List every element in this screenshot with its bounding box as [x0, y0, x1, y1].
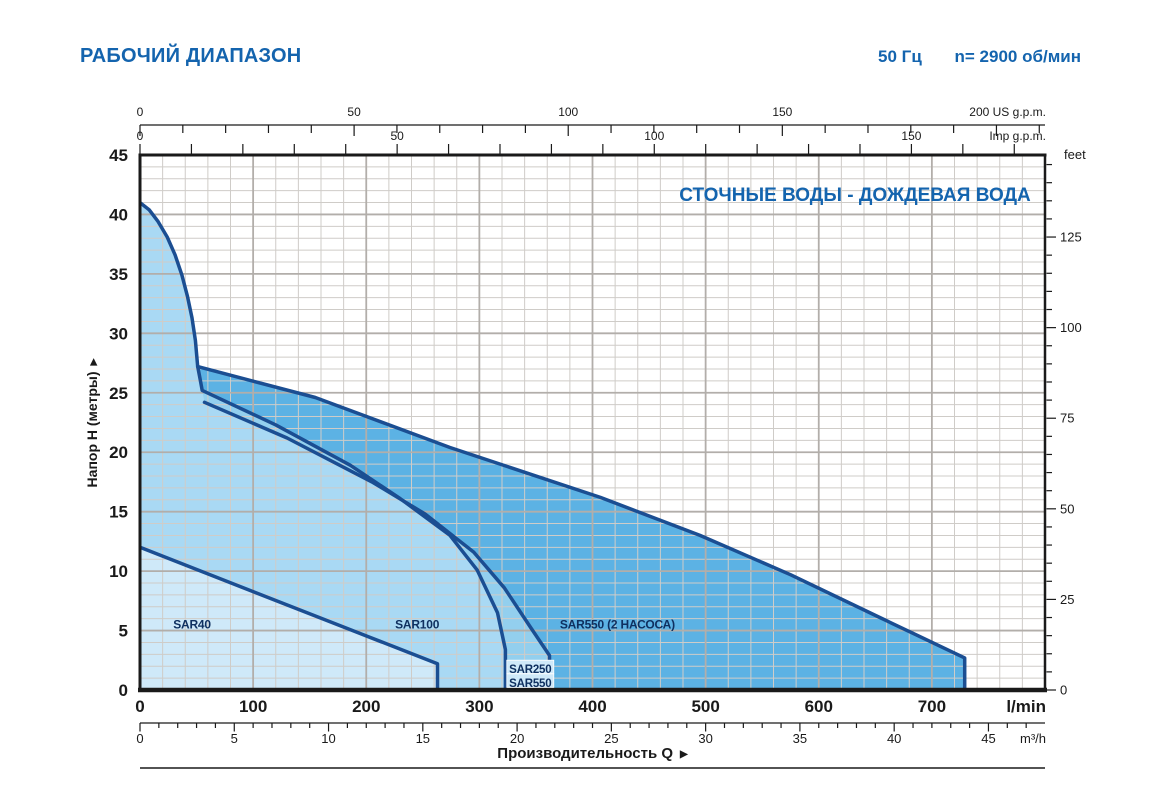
m3h-tick-label: 0 — [136, 731, 143, 746]
region-label-sar40: SAR40 — [173, 618, 211, 632]
m3h-tick-label: 40 — [887, 731, 901, 746]
chart-title: СТОЧНЫЕ ВОДЫ - ДОЖДЕВАЯ ВОДА — [679, 185, 1031, 206]
imp-tick-label: 150 — [901, 129, 921, 143]
region-label-sar550-two-pumps: SAR550 (2 НАСОСА) — [560, 618, 675, 632]
region-fill-sar550-two-pumps — [197, 366, 965, 690]
metres-tick-label: 25 — [109, 384, 128, 403]
lmin-tick-label: 200 — [352, 697, 380, 716]
feet-axis-unit: feet — [1064, 147, 1086, 162]
metres-tick-label: 10 — [109, 562, 128, 581]
curve-sar250-sar550-curve — [202, 400, 552, 691]
lmin-tick-label: 300 — [465, 697, 493, 716]
imp-axis-unit: Imp g.p.m. — [989, 129, 1046, 143]
axis-top-imp-gpm: 0 50 100 150 Imp g.p.m. — [137, 129, 1046, 154]
metres-tick-label: 40 — [109, 205, 128, 224]
lmin-tick-label: 500 — [691, 697, 719, 716]
metres-tick-label: 15 — [109, 503, 128, 522]
region-fill-sar100 — [140, 202, 506, 690]
us-tick-label: 50 — [347, 105, 361, 119]
feet-tick-label: 50 — [1060, 501, 1074, 516]
m3h-tick-label: 45 — [981, 731, 995, 746]
us-tick-label: 150 — [772, 105, 792, 119]
imp-tick-label: 0 — [137, 129, 144, 143]
m3h-tick-label: 25 — [604, 731, 618, 746]
m3h-tick-label: 30 — [698, 731, 712, 746]
lmin-axis-unit: l/min — [1006, 697, 1046, 716]
m3h-tick-label: 15 — [416, 731, 430, 746]
metres-tick-label: 20 — [109, 443, 128, 462]
feet-tick-label: 0 — [1060, 683, 1067, 698]
metres-tick-label: 45 — [109, 146, 128, 165]
axis-bottom-m3h: 0 5 10 15 20 25 30 35 40 45 m³/h — [136, 722, 1046, 746]
m3h-tick-label: 20 — [510, 731, 524, 746]
plot-area — [139, 155, 1045, 691]
curve-two-pump-boundary — [195, 364, 967, 691]
region-label-box — [506, 673, 555, 688]
y-axis-title: Напор H (метры)▶ — [84, 357, 100, 487]
m3h-tick-label: 10 — [321, 731, 335, 746]
curve-envelope-sar100-curve — [139, 200, 508, 691]
axis-left-metres: 45 40 35 30 25 20 15 10 5 0 Напор H (метры)▶ — [84, 146, 128, 700]
lmin-tick-label: 700 — [918, 697, 946, 716]
axis-right-feet: 125 100 75 50 25 0 feet — [1046, 147, 1086, 698]
region-labels: SAR100 SAR550 (2 НАСОСА) SAR250 SAR550 SAR40 — [173, 618, 675, 690]
imp-tick-label: 100 — [644, 129, 664, 143]
feet-tick-label: 125 — [1060, 230, 1082, 245]
region-label-sar100: SAR100 — [395, 618, 440, 632]
grid — [140, 155, 1045, 690]
imp-tick-label: 50 — [390, 129, 404, 143]
us-tick-label: 100 — [558, 105, 578, 119]
metres-tick-label: 5 — [119, 622, 128, 641]
motor-specs: 50 Гц n= 2900 об/мин — [878, 47, 1081, 67]
m3h-tick-label: 35 — [793, 731, 807, 746]
feet-tick-label: 100 — [1060, 320, 1082, 335]
lmin-tick-label: 100 — [239, 697, 267, 716]
frequency-value: 50 Гц — [878, 47, 922, 66]
region-label-boxed: SAR250 — [509, 664, 551, 676]
us-tick-label: 0 — [137, 105, 144, 119]
feet-tick-label: 25 — [1060, 592, 1074, 607]
metres-tick-label: 30 — [109, 324, 128, 343]
metres-tick-label: 35 — [109, 265, 128, 284]
region-label-boxed: SAR550 — [509, 678, 551, 690]
lmin-tick-label: 600 — [805, 697, 833, 716]
feet-tick-label: 75 — [1060, 411, 1074, 426]
axis-top-us-gpm: 0 50 100 150 200 US g.p.m. — [137, 105, 1046, 136]
us-axis-unit: 200 US g.p.m. — [969, 105, 1046, 119]
lmin-tick-label: 0 — [135, 697, 144, 716]
x-axis-title: Производительность Q ▶ — [497, 745, 689, 762]
page-title: РАБОЧИЙ ДИАПАЗОН — [80, 45, 302, 67]
m3h-axis-unit: m³/h — [1020, 731, 1046, 746]
lmin-tick-label: 400 — [578, 697, 606, 716]
metres-tick-label: 0 — [119, 681, 128, 700]
speed-value: n= 2900 об/мин — [954, 47, 1081, 66]
curve-sar40-boundary — [139, 545, 440, 691]
axis-bottom-lmin: 0 100 200 300 400 500 600 700 l/min — [135, 697, 1046, 716]
m3h-tick-label: 5 — [231, 731, 238, 746]
